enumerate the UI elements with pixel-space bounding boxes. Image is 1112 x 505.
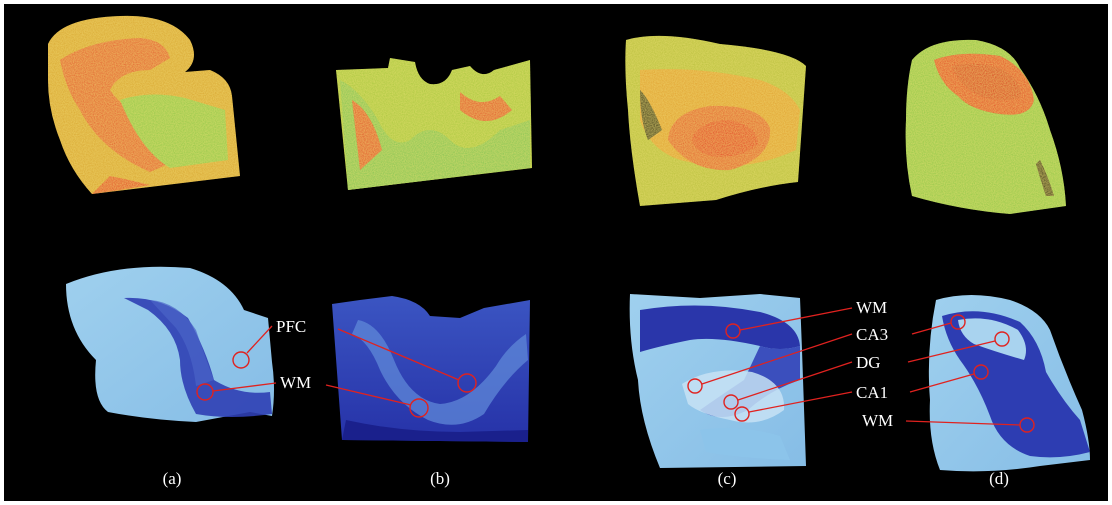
annotation-d-ca1: [909, 364, 989, 393]
marker-dg-c: [723, 394, 739, 410]
annotation-a-pfc: [232, 325, 273, 369]
stain-section-a: [66, 266, 274, 422]
heatmap-d: [905, 39, 1066, 215]
marker-ca3-d: [950, 314, 966, 330]
label-c-wm: WM: [856, 298, 887, 317]
marker-wm-a: [196, 383, 214, 401]
label-a-pfc: PFC: [276, 317, 306, 336]
caption-d: (d): [989, 469, 1009, 488]
marker-pfc-a: [232, 351, 250, 369]
stain-section-d: [928, 295, 1090, 472]
marker-ca1-c: [734, 406, 750, 422]
marker-ca3-c: [687, 378, 703, 394]
marker-wm-b: [409, 398, 429, 418]
annotation-d-ca3: [911, 314, 966, 335]
marker-ca1-d: [973, 364, 989, 380]
label-a-wm: WM: [280, 373, 311, 392]
stain-section-c: [629, 294, 806, 468]
heatmap-b: [336, 58, 532, 190]
label-c-dg: DG: [856, 353, 881, 372]
annotation-c-ca1: [734, 391, 853, 422]
caption-a: (a): [163, 469, 182, 488]
annotation-d-dg: [907, 331, 1010, 363]
label-c-ca3: CA3: [856, 325, 888, 344]
label-c-ca1: CA1: [856, 383, 888, 402]
annotation-c-dg: [723, 361, 853, 410]
heatmap-a: [48, 15, 240, 194]
marker-pfc-b: [457, 373, 477, 393]
annotation-b-pfc: [337, 328, 477, 393]
label-d-wm: WM: [862, 411, 893, 430]
caption-b: (b): [430, 469, 450, 488]
marker-dg-d: [994, 331, 1010, 347]
caption-c: (c): [718, 469, 737, 488]
stain-section-b: [332, 296, 530, 442]
annotation-a-wm: [196, 382, 277, 401]
annotation-b-wm: [325, 384, 429, 418]
annotation-c-wm: [725, 307, 853, 339]
annotation-c-ca3: [687, 333, 853, 394]
heatmap-c: [625, 35, 806, 207]
annotation-d-wm: [905, 417, 1035, 433]
marker-wm-c: [725, 323, 741, 339]
